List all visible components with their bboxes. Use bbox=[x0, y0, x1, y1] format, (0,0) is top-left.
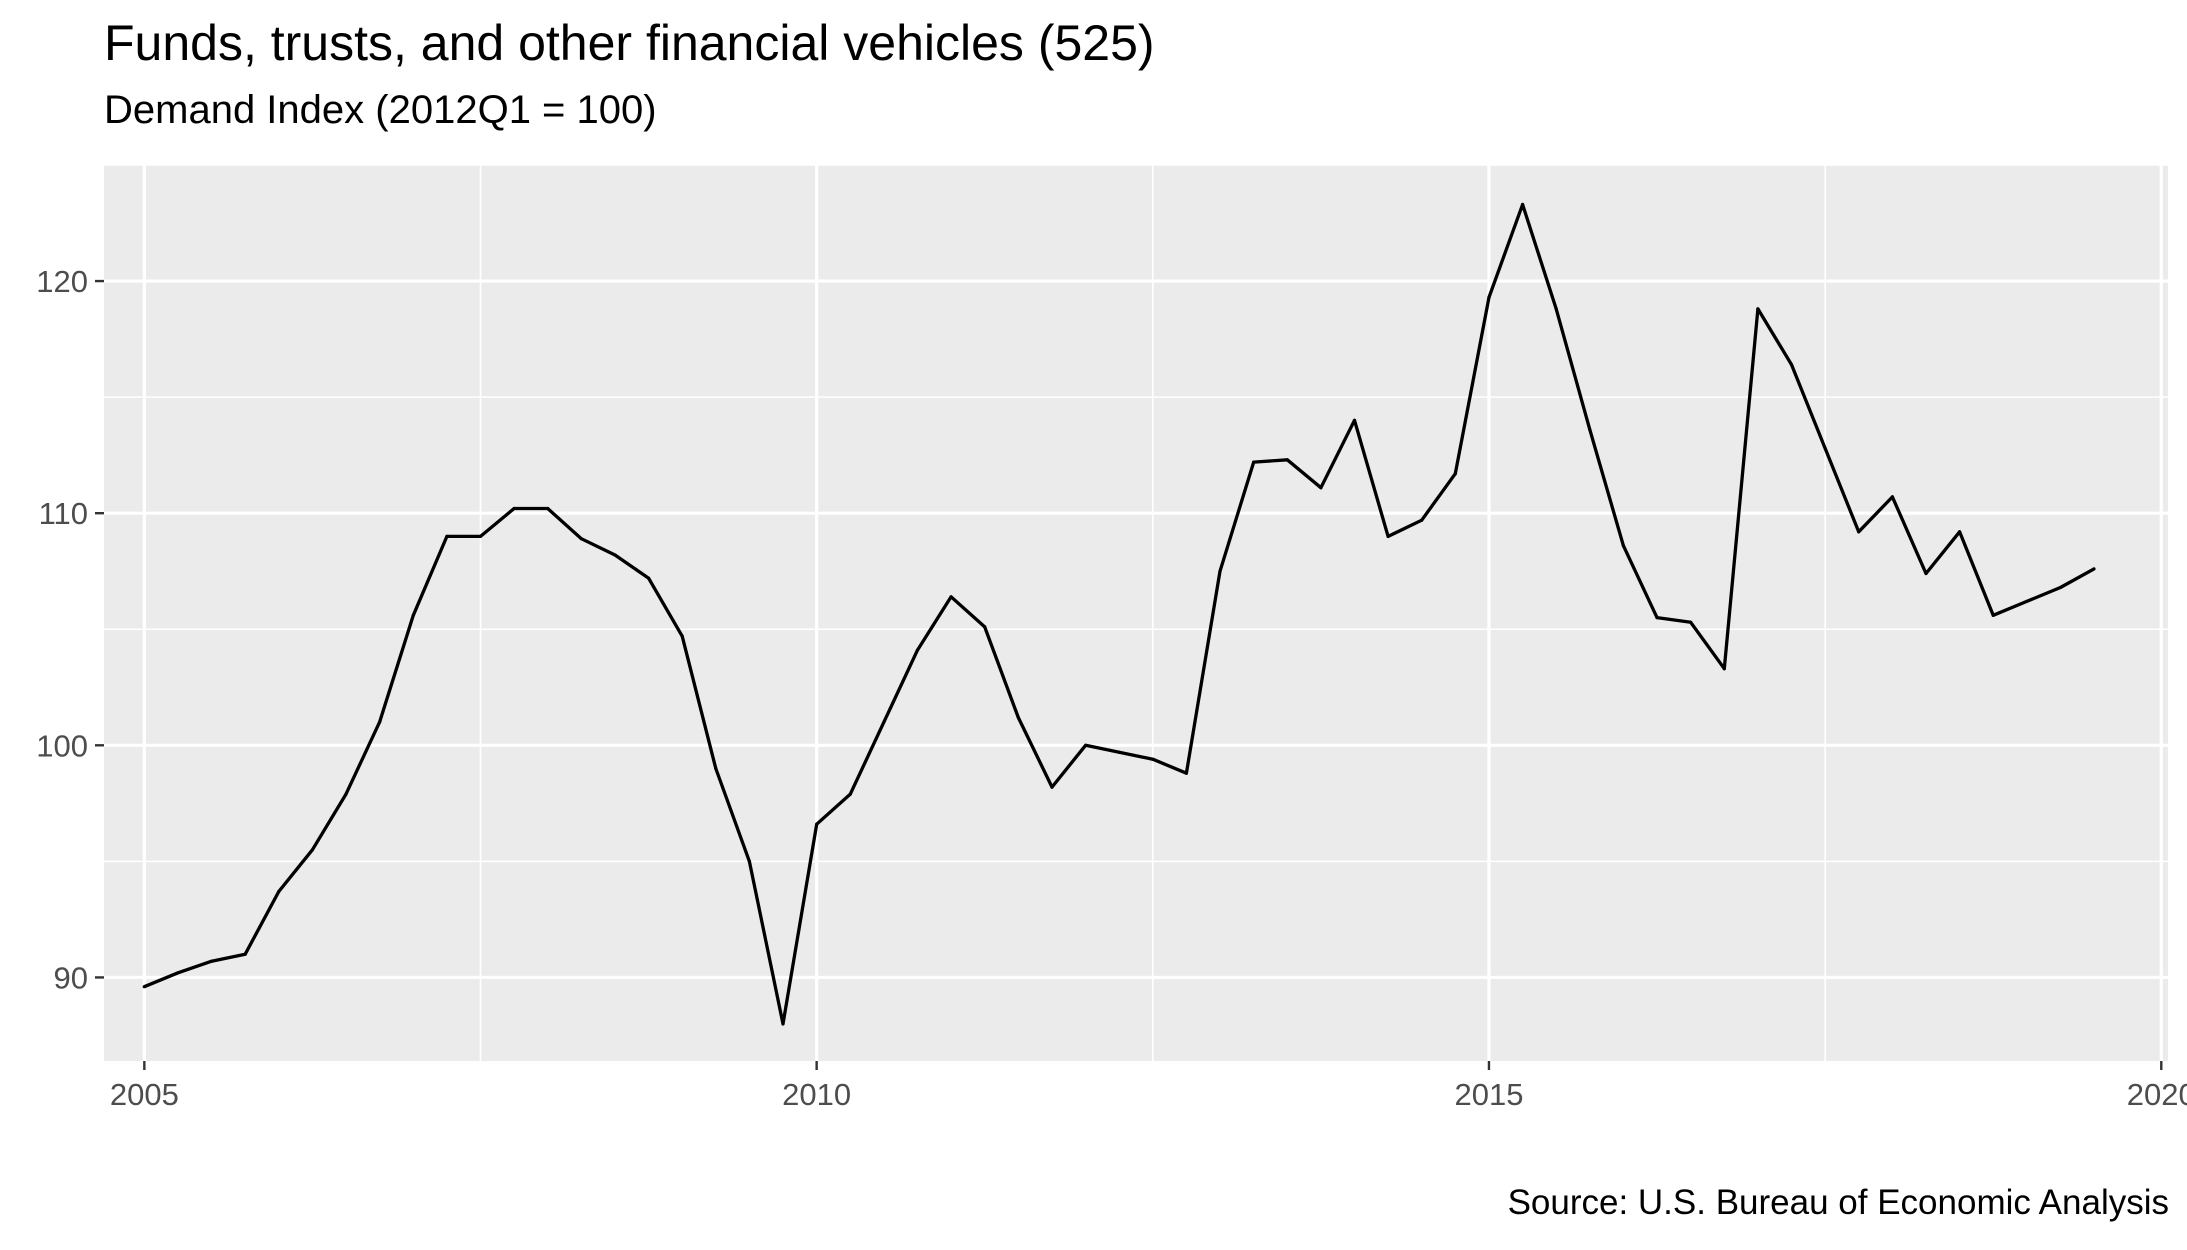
minor-x-gridlines bbox=[479, 165, 1826, 1061]
data-point bbox=[2058, 585, 2062, 590]
data-point bbox=[344, 792, 348, 796]
data-point bbox=[1924, 571, 1928, 576]
data-point bbox=[1050, 785, 1054, 789]
chart-subtitle: Demand Index (2012Q1 = 100) bbox=[104, 88, 657, 132]
data-point bbox=[176, 971, 180, 975]
data-point bbox=[1252, 460, 1256, 464]
x-tick-label: 2015 bbox=[1454, 1077, 1523, 1112]
major-y-gridlines bbox=[104, 279, 2168, 980]
data-point bbox=[647, 576, 651, 580]
data-point bbox=[1016, 715, 1020, 720]
major-x-gridlines bbox=[142, 165, 2163, 1061]
data-point bbox=[781, 1022, 785, 1026]
chart-title: Funds, trusts, and other financial vehic… bbox=[104, 15, 1155, 71]
x-tick-label: 2020 bbox=[2127, 1077, 2187, 1112]
data-point bbox=[1857, 530, 1861, 534]
data-point bbox=[613, 553, 617, 557]
x-tick-label: 2005 bbox=[110, 1077, 179, 1112]
data-point bbox=[1487, 295, 1491, 299]
data-point bbox=[1218, 569, 1222, 573]
data-point bbox=[1352, 418, 1357, 422]
data-point bbox=[2092, 567, 2096, 571]
data-point bbox=[1386, 534, 1390, 539]
data-point bbox=[1655, 616, 1659, 620]
data-point bbox=[1554, 307, 1558, 311]
x-axis: 2005 2010 2015 2020 bbox=[110, 1061, 2187, 1112]
plot-panel bbox=[104, 165, 2168, 1061]
data-point bbox=[1890, 495, 1894, 499]
data-points bbox=[142, 202, 2096, 1026]
data-point bbox=[579, 537, 583, 541]
data-point bbox=[915, 648, 920, 652]
data-point bbox=[243, 952, 247, 956]
data-point bbox=[1319, 486, 1323, 490]
data-point bbox=[949, 595, 953, 599]
data-point bbox=[714, 766, 718, 771]
data-point bbox=[815, 822, 819, 826]
data-point bbox=[1453, 472, 1457, 476]
y-tick-label: 110 bbox=[39, 496, 88, 531]
data-point bbox=[1151, 757, 1155, 761]
data-point bbox=[1991, 613, 1995, 617]
data-point bbox=[1588, 428, 1592, 432]
data-point bbox=[983, 625, 987, 629]
data-point bbox=[1420, 518, 1424, 522]
data-point bbox=[1722, 667, 1726, 671]
data-point bbox=[1285, 458, 1289, 462]
data-point bbox=[1756, 307, 1760, 311]
data-point bbox=[848, 792, 852, 796]
data-point bbox=[1958, 530, 1962, 534]
data-point bbox=[1689, 620, 1693, 624]
data-point bbox=[1084, 743, 1088, 747]
data-point bbox=[512, 506, 516, 511]
data-point bbox=[680, 634, 684, 638]
data-point bbox=[1789, 363, 1794, 367]
data-point bbox=[1823, 446, 1827, 450]
data-point bbox=[546, 506, 550, 511]
y-axis: 90 100 110 120 bbox=[36, 264, 104, 995]
data-point bbox=[142, 985, 146, 989]
data-point bbox=[310, 848, 314, 852]
y-tick-label: 100 bbox=[36, 728, 88, 763]
x-tick-label: 2010 bbox=[782, 1077, 851, 1112]
data-point bbox=[1117, 750, 1121, 754]
data-point bbox=[445, 534, 449, 539]
data-point bbox=[378, 720, 382, 724]
data-point bbox=[1184, 771, 1188, 775]
y-tick-label: 90 bbox=[54, 960, 88, 995]
data-point bbox=[882, 720, 886, 724]
data-point bbox=[747, 859, 752, 864]
data-point bbox=[411, 613, 415, 617]
minor-y-gridlines bbox=[104, 164, 2168, 863]
y-tick-label: 120 bbox=[36, 264, 88, 299]
data-point bbox=[1521, 202, 1525, 207]
data-point bbox=[478, 534, 483, 539]
data-point bbox=[2025, 599, 2029, 604]
data-point bbox=[277, 889, 281, 894]
data-point bbox=[210, 959, 214, 963]
source-caption: Source: U.S. Bureau of Economic Analysis bbox=[1507, 1183, 2169, 1222]
data-point bbox=[1621, 544, 1625, 548]
